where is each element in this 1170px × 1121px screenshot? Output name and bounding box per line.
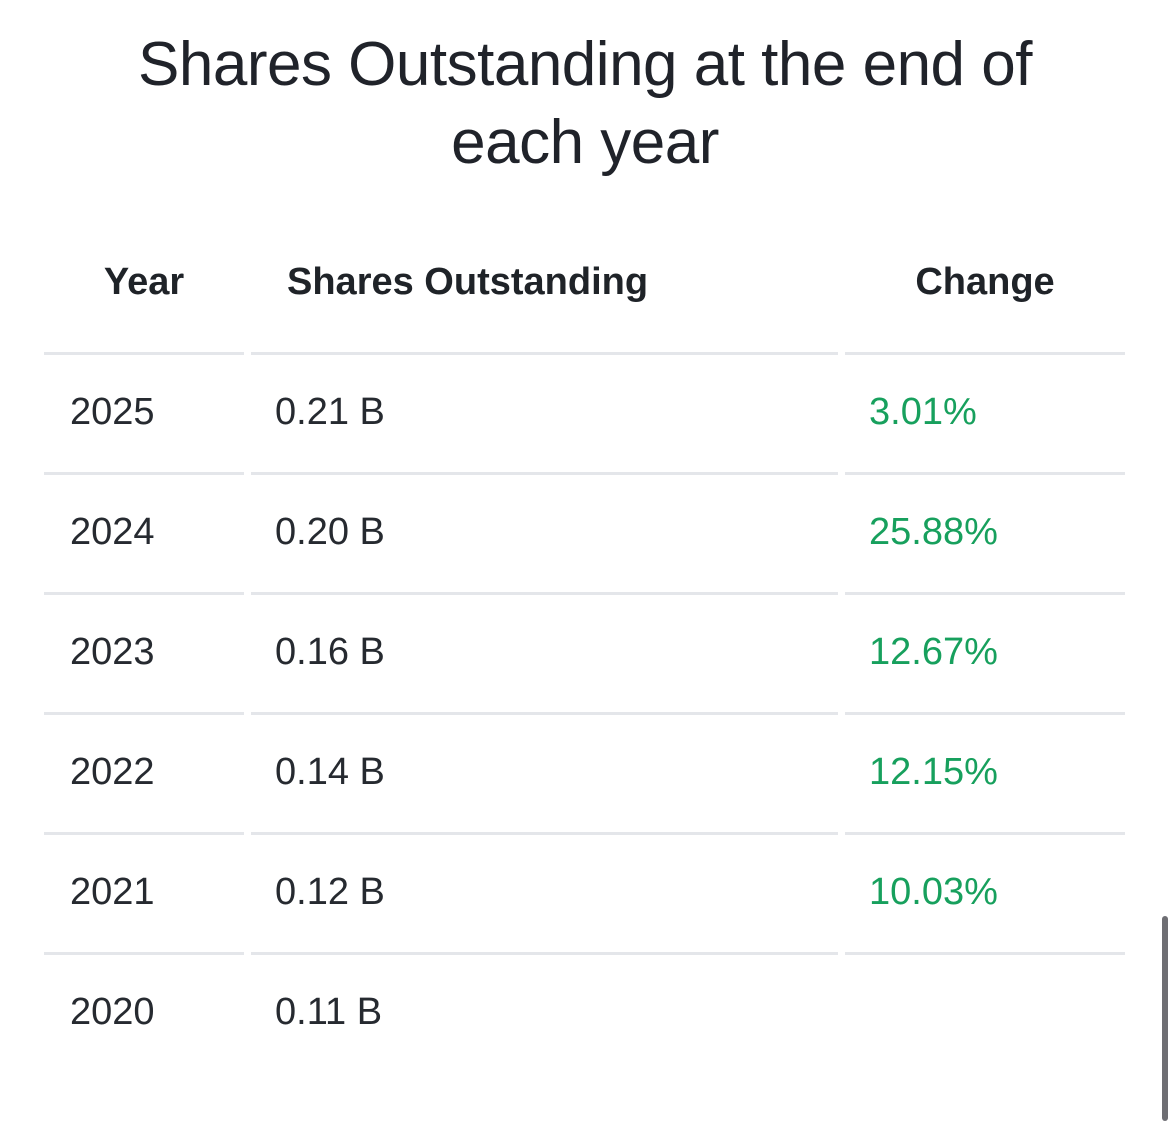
year-cell: 2020	[70, 990, 155, 1033]
year-cell: 2021	[70, 870, 155, 913]
row-divider	[44, 472, 244, 475]
header-year[interactable]: Year	[103, 260, 185, 303]
shares-cell: 0.21 B	[275, 390, 385, 433]
shares-cell: 0.11 B	[275, 990, 383, 1033]
row-divider	[845, 712, 1125, 715]
vertical-scrollbar[interactable]	[1162, 916, 1168, 1121]
row-divider	[251, 592, 838, 595]
table-row: 2021 0.12 B 10.03%	[44, 832, 1125, 952]
year-cell: 2023	[70, 630, 155, 673]
table-row: 2024 0.20 B 25.88%	[44, 472, 1125, 592]
table-row: 2020 0.11 B	[44, 952, 1125, 1072]
year-cell: 2022	[70, 750, 155, 793]
header-shares-outstanding[interactable]: Shares Outstanding	[287, 260, 649, 303]
row-divider	[44, 592, 244, 595]
shares-cell: 0.14 B	[275, 750, 385, 793]
row-divider	[44, 352, 244, 355]
change-cell	[845, 952, 1125, 1072]
header-change[interactable]: Change	[915, 260, 1055, 303]
shares-cell: 0.20 B	[275, 510, 385, 553]
change-cell: 12.67%	[869, 630, 998, 673]
table-row: 2023 0.16 B 12.67%	[44, 592, 1125, 712]
change-cell: 25.88%	[869, 510, 998, 553]
shares-cell: 0.12 B	[275, 870, 385, 913]
row-divider	[845, 952, 1125, 955]
shares-cell: 0.16 B	[275, 630, 385, 673]
year-cell: 2024	[70, 510, 155, 553]
year-cell: 2025	[70, 390, 155, 433]
row-divider	[845, 352, 1125, 355]
row-divider	[44, 712, 244, 715]
row-divider	[251, 472, 838, 475]
table-row: 2022 0.14 B 12.15%	[44, 712, 1125, 832]
shares-table: Year Shares Outstanding Change 2025 0.21…	[44, 216, 1125, 1072]
row-divider	[251, 832, 838, 835]
title-line-2: each year	[451, 108, 719, 177]
table-header-row: Year Shares Outstanding Change	[44, 216, 1125, 352]
row-divider	[44, 952, 244, 955]
row-divider	[251, 352, 838, 355]
row-divider	[251, 712, 838, 715]
page-title: Shares Outstanding at the end of each ye…	[0, 26, 1170, 182]
change-cell: 10.03%	[869, 870, 998, 913]
change-cell: 12.15%	[869, 750, 998, 793]
table-row: 2025 0.21 B 3.01%	[44, 352, 1125, 472]
change-cell: 3.01%	[869, 390, 977, 433]
row-divider	[845, 832, 1125, 835]
title-line-1: Shares Outstanding at the end of	[138, 30, 1032, 99]
row-divider	[845, 472, 1125, 475]
row-divider	[845, 592, 1125, 595]
row-divider	[251, 952, 838, 955]
row-divider	[44, 832, 244, 835]
